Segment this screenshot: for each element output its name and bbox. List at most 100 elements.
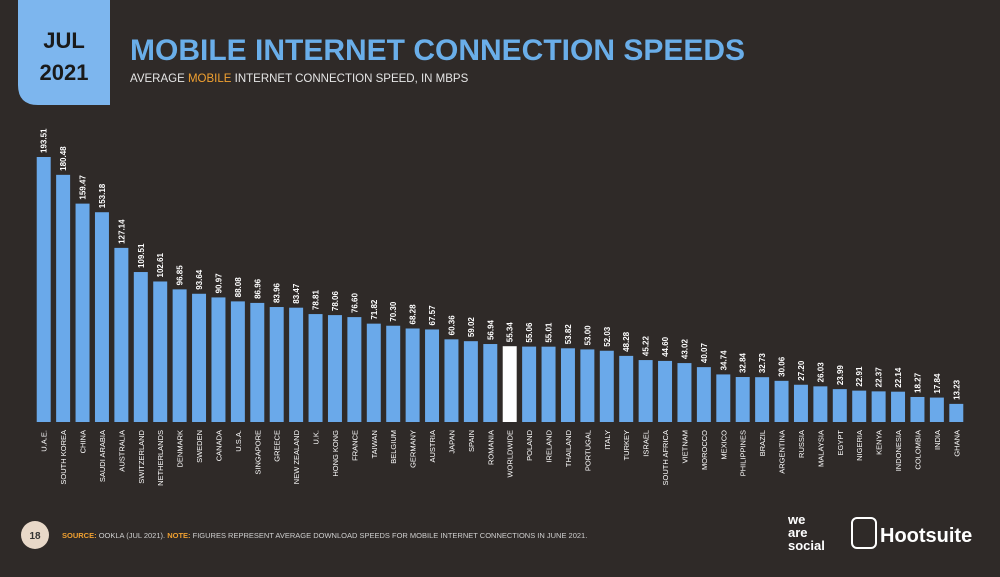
value-label: 22.37 xyxy=(875,367,884,388)
value-label: 70.30 xyxy=(389,301,398,322)
value-label: 26.03 xyxy=(816,362,825,383)
bar xyxy=(289,307,304,422)
x-tick-label: NEW ZEALAND xyxy=(292,429,301,484)
date-month: JUL xyxy=(43,28,85,53)
x-tick-label: COLOMBIA xyxy=(913,430,922,470)
x-tick-label: CANADA xyxy=(214,430,223,461)
value-label: 30.06 xyxy=(778,356,787,377)
x-tick-label: U.S.A. xyxy=(234,430,243,452)
value-label: 44.60 xyxy=(661,336,670,357)
page-number: 18 xyxy=(29,531,41,542)
bar xyxy=(366,323,381,422)
source-label: SOURCE: xyxy=(62,531,97,540)
hootsuite-icon xyxy=(851,517,877,549)
bar xyxy=(211,297,226,422)
logo-we: we xyxy=(787,512,805,527)
bar xyxy=(153,281,168,422)
bar xyxy=(405,328,420,422)
bar xyxy=(793,384,808,422)
x-tick-label: SWEDEN xyxy=(195,430,204,463)
x-tick-label: GHANA xyxy=(952,430,961,457)
page-badge xyxy=(21,521,49,549)
bars: U.A.E. 193.51 SOUTH KOREA 180.48 CHINA 159.47… xyxy=(36,128,964,486)
value-label: 55.01 xyxy=(545,322,554,343)
value-label: 22.14 xyxy=(894,367,903,388)
value-label: 71.82 xyxy=(370,299,379,320)
bar xyxy=(852,390,867,422)
x-tick-label: AUSTRIA xyxy=(428,430,437,463)
date-year: 2021 xyxy=(40,60,89,85)
x-tick-label: BELGIUM xyxy=(389,430,398,464)
bar xyxy=(522,346,537,422)
value-label: 22.91 xyxy=(855,366,864,387)
bar xyxy=(560,348,575,422)
value-label: 127.14 xyxy=(117,219,126,244)
bar xyxy=(94,212,109,422)
bar xyxy=(696,367,711,422)
subtitle: AVERAGE MOBILE INTERNET CONNECTION SPEED… xyxy=(130,73,469,85)
bar xyxy=(425,329,440,422)
x-tick-label: ISRAEL xyxy=(642,430,651,457)
value-label: 13.23 xyxy=(952,379,961,400)
x-tick-label: JAPAN xyxy=(447,430,456,454)
bar xyxy=(483,344,498,422)
value-label: 193.51 xyxy=(40,128,49,153)
bar xyxy=(774,380,789,422)
bar xyxy=(677,363,692,422)
x-tick-label: TAIWAN xyxy=(370,430,379,458)
value-label: 53.82 xyxy=(564,324,573,345)
value-label: 180.48 xyxy=(59,146,68,171)
x-tick-label: VIETNAM xyxy=(680,430,689,463)
value-label: 43.02 xyxy=(680,339,689,360)
bar xyxy=(832,389,847,422)
bar xyxy=(327,315,342,422)
x-tick-label: ITALY xyxy=(603,430,612,450)
x-tick-label: SINGAPORE xyxy=(253,430,262,475)
value-label: 32.84 xyxy=(739,352,748,373)
bar xyxy=(949,403,964,422)
x-tick-label: U.K. xyxy=(312,430,321,445)
bar xyxy=(463,341,478,422)
x-tick-label: HONG KONG xyxy=(331,430,340,477)
bar xyxy=(56,174,71,422)
x-tick-label: KENYA xyxy=(875,430,884,455)
value-label: 17.84 xyxy=(933,373,942,394)
x-tick-label: IRELAND xyxy=(545,429,554,462)
value-label: 34.74 xyxy=(719,350,728,371)
value-label: 68.28 xyxy=(409,304,418,325)
bar xyxy=(580,349,595,422)
value-label: 102.61 xyxy=(156,252,165,277)
value-label: 52.03 xyxy=(603,326,612,347)
bar xyxy=(813,386,828,422)
bar xyxy=(230,301,245,422)
x-tick-label: AUSTRALIA xyxy=(117,430,126,472)
bar xyxy=(75,203,90,422)
value-label: 45.22 xyxy=(642,336,651,357)
bar xyxy=(638,360,653,422)
x-tick-label: SAUDI ARABIA xyxy=(98,430,107,482)
x-tick-label: INDIA xyxy=(933,430,942,450)
bar xyxy=(347,317,362,422)
x-tick-label: SOUTH KOREA xyxy=(59,430,68,485)
value-label: 67.57 xyxy=(428,305,437,326)
value-label: 32.73 xyxy=(758,353,767,374)
bar xyxy=(502,346,517,422)
logo-hootsuite: Hootsuite xyxy=(880,525,972,547)
x-tick-label: SOUTH AFRICA xyxy=(661,430,670,485)
bar xyxy=(541,346,556,422)
bar xyxy=(755,377,770,422)
value-label: 55.06 xyxy=(525,322,534,343)
bar xyxy=(269,307,284,422)
x-tick-label: SPAIN xyxy=(467,430,476,452)
x-tick-label: NETHERLANDS xyxy=(156,430,165,486)
x-tick-label: RUSSIA xyxy=(797,430,806,458)
bar xyxy=(891,391,906,422)
value-label: 48.28 xyxy=(622,331,631,352)
note-label: NOTE: xyxy=(167,531,190,540)
value-label: 93.64 xyxy=(195,269,204,290)
x-tick-label: EGYPT xyxy=(836,430,845,456)
x-tick-label: MEXICO xyxy=(719,430,728,460)
subtitle-part: INTERNET CONNECTION SPEED, IN MBPS xyxy=(235,73,469,85)
